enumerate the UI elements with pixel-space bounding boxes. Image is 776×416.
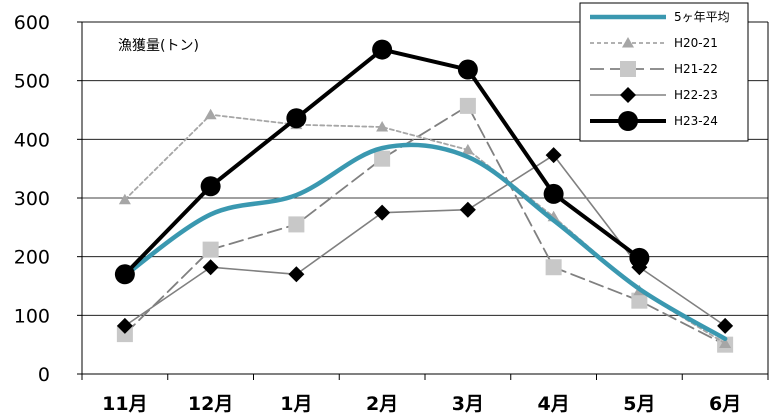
data-point-marker (457, 59, 478, 80)
data-point-marker (114, 264, 135, 285)
data-point-marker (202, 241, 219, 258)
series-line (122, 142, 728, 342)
data-point-marker (618, 111, 638, 131)
y-tick-label: 100 (14, 305, 50, 327)
x-tick-label: 5月 (623, 393, 655, 415)
series-H23-24 (114, 39, 650, 285)
data-point-marker (459, 201, 476, 218)
x-tick-label: 12月 (188, 393, 233, 415)
series-line (123, 104, 727, 346)
y-tick-label: 500 (14, 71, 50, 93)
legend-label: H20-21 (674, 36, 718, 50)
series-5ヶ年平均 (122, 142, 728, 342)
series-layer (114, 39, 734, 353)
data-point-marker (286, 108, 307, 129)
legend-item: H20-21 (590, 36, 718, 50)
legend-label: 5ヶ年平均 (674, 10, 730, 24)
data-point-marker (118, 193, 131, 205)
data-point-marker (461, 143, 474, 155)
y-tick-label: 400 (14, 129, 50, 151)
data-point-marker (545, 259, 562, 276)
data-point-marker (374, 204, 391, 221)
x-tick-label: 1月 (280, 393, 312, 415)
legend-label: H22-23 (674, 88, 718, 102)
data-point-marker (200, 176, 221, 197)
data-point-marker (717, 317, 734, 334)
x-tick-label: 4月 (538, 393, 570, 415)
unit-label: 漁獲量(トン) (118, 38, 199, 54)
legend-item: H22-23 (590, 87, 718, 103)
data-point-marker (631, 292, 648, 309)
data-point-marker (622, 37, 634, 48)
legend-item: H21-22 (590, 61, 718, 77)
legend-item: H23-24 (590, 111, 718, 131)
x-tick-label: 3月 (452, 393, 484, 415)
y-tick-label: 600 (14, 12, 50, 34)
data-point-marker (202, 259, 219, 276)
data-point-marker (374, 150, 391, 167)
x-tick-label: 6月 (709, 393, 741, 415)
y-tick-label: 0 (38, 364, 50, 386)
legend-label: H21-22 (674, 62, 718, 76)
legend-label: H23-24 (674, 114, 718, 128)
data-point-marker (719, 337, 732, 348)
data-point-marker (620, 87, 636, 103)
data-point-marker (459, 97, 476, 114)
data-point-marker (288, 266, 305, 283)
data-point-marker (545, 147, 562, 164)
legend-box (579, 2, 749, 142)
x-tick-label: 11月 (102, 393, 147, 415)
data-point-marker (204, 108, 217, 120)
y-tick-label: 300 (14, 188, 50, 210)
legend: 5ヶ年平均 H20-21 H21-22 H22-23 H23-24 (579, 2, 749, 142)
data-point-marker (629, 247, 650, 268)
series-H21-22 (116, 97, 734, 353)
data-point-marker (620, 61, 636, 77)
y-tick-label: 200 (14, 247, 50, 269)
series-line (123, 113, 727, 345)
axis-layer: 0 100 200 300 400 500 600 11月 12月 1月 2月 3月 4月 5月 6月 (14, 12, 769, 415)
data-point-marker (116, 326, 133, 343)
data-point-marker (543, 183, 564, 204)
data-point-marker (372, 39, 393, 60)
x-tick-label: 2月 (366, 393, 398, 415)
data-point-marker (376, 121, 389, 132)
legend-item: 5ヶ年平均 (590, 10, 730, 24)
data-point-marker (288, 216, 305, 233)
data-point-marker (116, 317, 133, 334)
